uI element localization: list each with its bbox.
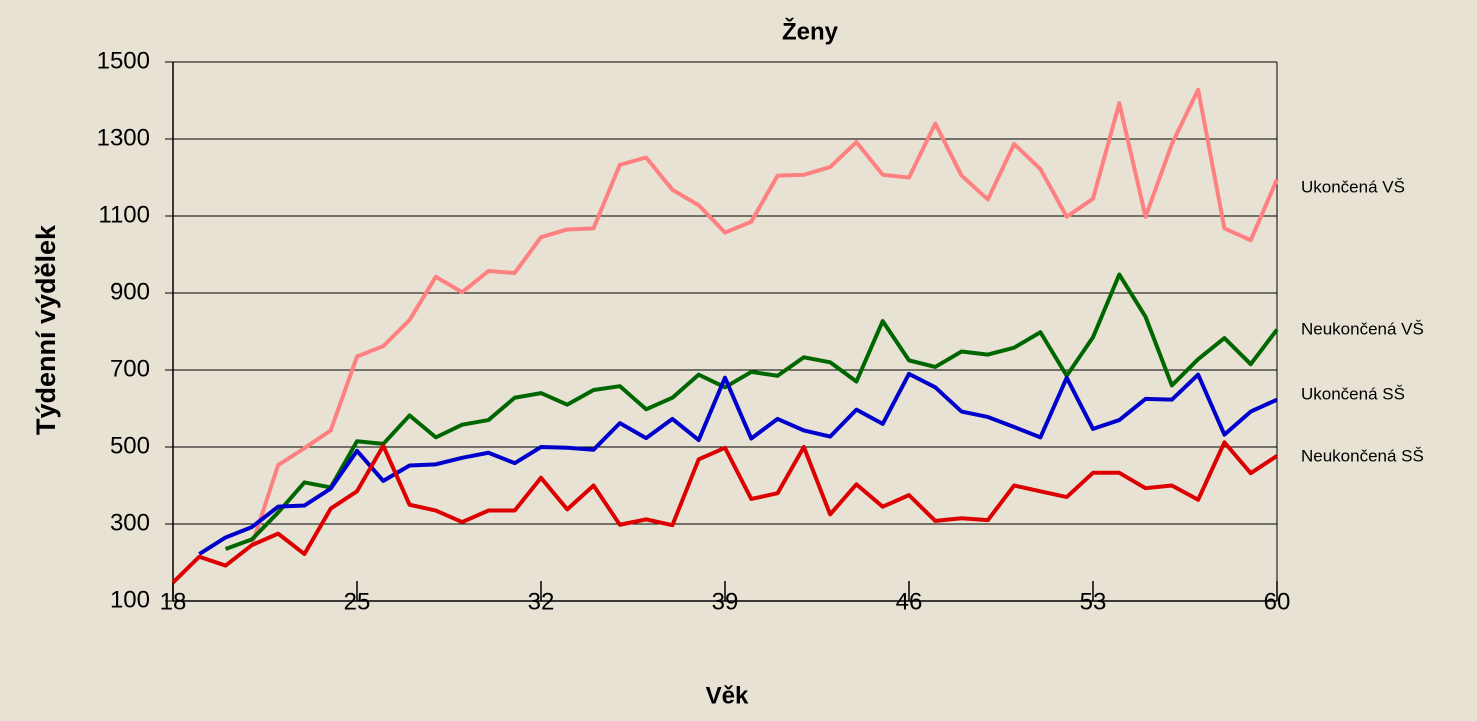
x-tick-label: 39: [712, 588, 739, 615]
legend-label: Ukončená SŠ: [1301, 384, 1405, 403]
y-tick-label: 300: [110, 509, 150, 536]
y-tick-label: 1500: [97, 47, 150, 74]
legend-label: Ukončená VŠ: [1301, 177, 1405, 196]
y-tick-label: 100: [110, 586, 150, 613]
series-line: [224, 272, 1279, 551]
x-tick-label: 18: [160, 588, 187, 615]
x-tick-label: 46: [896, 588, 923, 615]
x-tick-label: 32: [528, 588, 555, 615]
x-tick-label: 60: [1264, 588, 1291, 615]
x-tick-label: 25: [344, 588, 371, 615]
series-line: [249, 87, 1279, 546]
y-axis-title: Týdenní výdělek: [31, 224, 61, 435]
chart-title: Ženy: [782, 17, 839, 45]
legend-label: Neukončená VŠ: [1301, 319, 1424, 338]
y-tick-label: 1100: [98, 201, 150, 228]
y-tick-label: 900: [110, 278, 150, 305]
y-tick-label: 1300: [97, 124, 150, 151]
series-line: [171, 440, 1279, 584]
y-tick-label: 500: [110, 432, 150, 459]
x-tick-label: 53: [1080, 588, 1107, 615]
series-line: [198, 371, 1278, 556]
x-axis-title: Věk: [706, 682, 749, 709]
legend-label: Neukončená SŠ: [1301, 446, 1424, 465]
y-tick-label: 700: [110, 355, 150, 382]
